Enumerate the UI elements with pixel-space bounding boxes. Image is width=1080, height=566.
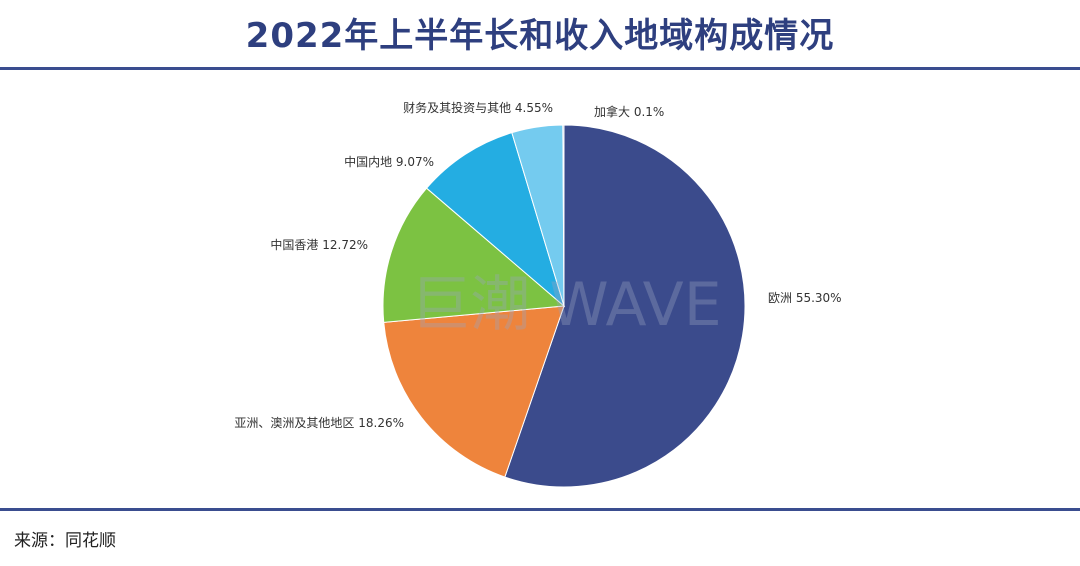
slice-label-6: 加拿大 0.1% bbox=[594, 104, 664, 119]
slice-label-2: 亚洲、澳洲及其他地区 18.26% bbox=[234, 416, 404, 430]
watermark: 巨潮 WAVE bbox=[410, 270, 721, 340]
slice-label-4: 中国内地 9.07% bbox=[344, 154, 434, 169]
pie-slice-4 bbox=[425, 132, 565, 308]
pie-slice-2 bbox=[383, 305, 565, 478]
slice-label-5: 财务及其投资与其他 4.55% bbox=[403, 100, 553, 115]
source-note: 来源：同花顺 bbox=[14, 531, 116, 551]
top-divider bbox=[0, 67, 1080, 70]
slice-label-1: 欧洲 55.30% bbox=[768, 291, 842, 305]
chart-title: 2022年上半年长和收入地域构成情况 bbox=[245, 16, 835, 56]
pie-labels: 欧洲 55.30% 亚洲、澳洲及其他地区 18.26% 中国香港 12.72% 中国内… bbox=[234, 100, 841, 430]
pie-slices bbox=[382, 124, 746, 488]
pie-slice-6 bbox=[562, 124, 565, 307]
pie-slice-1 bbox=[504, 124, 746, 488]
slice-label-3: 中国香港 12.72% bbox=[270, 237, 368, 252]
bottom-divider bbox=[0, 508, 1080, 511]
pie-slice-3 bbox=[382, 187, 566, 323]
